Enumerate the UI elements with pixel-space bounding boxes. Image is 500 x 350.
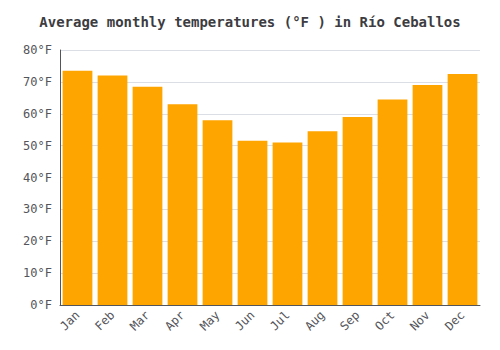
- svg-text:Mar: Mar: [127, 308, 152, 333]
- svg-text:Jun: Jun: [232, 308, 257, 333]
- svg-text:30°F: 30°F: [23, 202, 52, 216]
- svg-text:Apr: Apr: [162, 308, 187, 333]
- svg-text:0°F: 0°F: [30, 298, 52, 312]
- svg-text:80°F: 80°F: [23, 43, 52, 57]
- svg-text:Aug: Aug: [302, 308, 327, 333]
- svg-text:Nov: Nov: [407, 308, 432, 333]
- svg-text:20°F: 20°F: [23, 234, 52, 248]
- svg-text:Oct: Oct: [372, 308, 397, 333]
- svg-text:60°F: 60°F: [23, 107, 52, 121]
- svg-text:Feb: Feb: [92, 308, 117, 333]
- svg-text:10°F: 10°F: [23, 266, 52, 280]
- svg-text:Average monthly temperatures (: Average monthly temperatures (°F ) in Rí…: [39, 14, 460, 30]
- svg-text:Sep: Sep: [337, 308, 362, 333]
- svg-text:May: May: [197, 308, 222, 333]
- svg-text:Jan: Jan: [57, 308, 82, 333]
- svg-text:Jul: Jul: [267, 308, 292, 333]
- svg-text:50°F: 50°F: [23, 139, 52, 153]
- svg-text:70°F: 70°F: [23, 75, 52, 89]
- svg-text:Dec: Dec: [442, 308, 467, 333]
- svg-text:40°F: 40°F: [23, 171, 52, 185]
